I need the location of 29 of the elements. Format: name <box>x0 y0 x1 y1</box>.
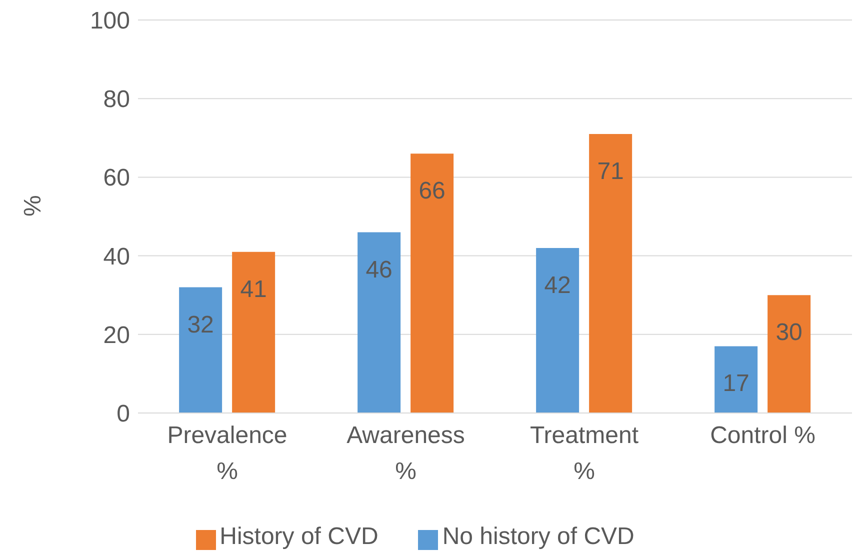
data-label: 17 <box>722 370 750 398</box>
bar <box>179 287 222 413</box>
bar <box>232 252 276 413</box>
y-tick-label: 0 <box>116 400 130 428</box>
data-label: 30 <box>776 319 802 346</box>
y-tick-label: 100 <box>90 8 130 35</box>
bar <box>589 134 632 413</box>
data-label: 32 <box>187 311 214 338</box>
bar <box>768 295 811 413</box>
x-tick-label: Prevalence % <box>167 422 288 485</box>
y-axis-title: % <box>20 195 47 216</box>
x-tick-label: Awareness % <box>346 422 465 485</box>
y-tick-label: 20 <box>103 322 130 349</box>
data-label: 46 <box>366 256 392 284</box>
data-label: 42 <box>544 272 571 299</box>
y-tick-label: 60 <box>103 164 130 192</box>
y-tick-label: 40 <box>103 243 130 270</box>
data-label: 41 <box>240 276 267 303</box>
data-label: 66 <box>418 178 446 205</box>
bar <box>536 248 580 413</box>
legend-label: History of CVD <box>220 523 378 550</box>
bar <box>410 154 454 413</box>
bar <box>714 346 758 413</box>
x-tick-label: Control % <box>710 422 816 449</box>
x-tick-label: Treatment % <box>530 422 639 485</box>
y-tick-label: 80 <box>103 86 130 114</box>
data-label: 71 <box>597 158 624 186</box>
legend-label: No history of CVD <box>442 523 634 550</box>
bar <box>358 232 401 413</box>
